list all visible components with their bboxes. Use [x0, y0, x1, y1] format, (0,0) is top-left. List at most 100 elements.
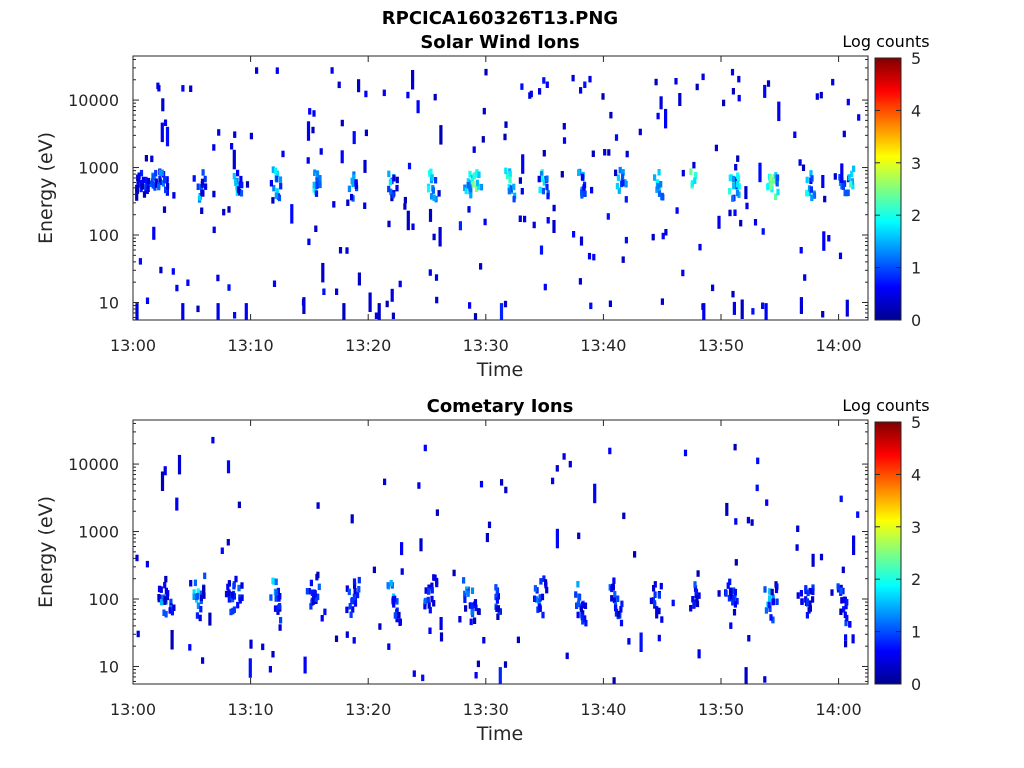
spectrogram-pixel — [849, 181, 853, 188]
spectrogram-pixel — [423, 444, 427, 452]
spectrogram-pixel — [495, 605, 499, 612]
spectrogram-pixel — [400, 542, 404, 556]
spectrogram-pixel — [227, 284, 231, 291]
spectrogram-pixel — [621, 169, 625, 176]
spectrogram-pixel — [805, 189, 809, 197]
spectrogram-pixel — [145, 560, 149, 568]
spectrogram-pixel — [625, 150, 629, 158]
spectrogram-pixel — [390, 288, 394, 302]
spectrogram-pixel — [571, 74, 575, 82]
spectrogram-pixel — [733, 601, 737, 608]
spectrogram-pixel — [562, 453, 566, 460]
spectrogram-pixel — [536, 606, 540, 613]
spectrogram-pixel — [279, 182, 283, 190]
spectrogram-pixel — [552, 204, 556, 212]
spectrogram-pixel — [278, 603, 282, 610]
spectrogram-pixel — [353, 588, 357, 595]
spectrogram-pixel — [555, 465, 559, 472]
spectrogram-pixel — [322, 288, 326, 295]
spectrogram-event — [439, 632, 444, 642]
spectrogram-pixel — [580, 613, 584, 621]
spectrogram-pixel — [391, 191, 395, 199]
spectrogram-pixel — [507, 187, 511, 195]
spectrogram-pixel — [724, 590, 728, 597]
spectrogram-pixel — [363, 202, 367, 209]
spectrogram-event — [342, 303, 346, 320]
spectrogram-pixel — [466, 182, 470, 189]
spectrogram-pixel — [268, 666, 272, 673]
spectrogram-pixel — [651, 233, 655, 241]
spectrogram-pixel — [235, 183, 239, 191]
spectrogram-pixel — [269, 594, 273, 601]
spectrogram-pixel — [274, 594, 279, 602]
spectrogram-pixel — [159, 586, 163, 593]
spectrogram-pixel — [621, 179, 625, 187]
x-tick-label: 13:00 — [110, 700, 156, 719]
spectrogram-pixel — [693, 172, 698, 180]
spectrogram-pixel — [196, 183, 200, 190]
spectrogram-pixel — [508, 170, 512, 178]
spectrogram-pixel — [352, 637, 356, 644]
spectrogram-pixel — [619, 606, 623, 613]
spectrogram-pixel — [542, 179, 546, 186]
spectrogram-pixel — [809, 170, 813, 177]
spectrogram-pixel — [552, 220, 556, 233]
spectrogram-pixel — [805, 598, 809, 605]
spectrogram-pixel — [798, 159, 802, 166]
spectrogram-pixel — [226, 583, 230, 591]
spectrogram-pixel — [664, 108, 668, 129]
spectrogram-pixel — [591, 150, 595, 157]
spectrogram-pixel — [839, 608, 843, 615]
spectrogram-pixel — [671, 599, 675, 607]
spectrogram-pixel — [841, 183, 845, 190]
spectrogram-pixel — [476, 183, 481, 191]
spectrogram-pixel — [769, 614, 773, 621]
spectrogram-pixel — [857, 114, 861, 121]
spectrogram-pixel — [545, 183, 549, 191]
spectrogram-pixel — [761, 302, 765, 309]
spectrogram-pixel — [810, 175, 814, 182]
spectrogram-pixel — [188, 644, 192, 651]
spectrogram-pixel — [195, 593, 199, 601]
spectrogram-pixel — [261, 643, 265, 651]
spectrogram-pixel — [430, 595, 434, 603]
spectrogram-pixel — [767, 601, 771, 609]
spectrogram-pixel — [161, 180, 165, 187]
spectrogram-pixel — [810, 194, 814, 202]
spectrogram-pixel — [164, 575, 168, 583]
y-tick-label: 100 — [88, 226, 119, 245]
spectrogram-pixel — [316, 571, 320, 579]
spectrogram-pixel — [580, 601, 584, 609]
spectrogram-pixel — [771, 616, 775, 623]
spectrogram-pixel — [545, 586, 549, 594]
spectrogram-pixel — [503, 661, 508, 668]
spectrogram-pixel — [581, 610, 585, 617]
spectrogram-pixel — [271, 166, 275, 173]
spectrogram-pixel — [560, 171, 564, 178]
spectrogram-pixel — [397, 611, 401, 619]
spectrogram-pixel — [208, 612, 212, 626]
spectrogram-pixel — [732, 587, 736, 594]
spectrogram-pixel — [735, 181, 739, 188]
spectrogram-pixel — [764, 607, 768, 614]
spectrogram-pixel — [232, 149, 236, 170]
spectrogram-pixel — [166, 183, 170, 190]
spectrogram-pixel — [216, 274, 220, 282]
spectrogram-pixel — [382, 89, 386, 97]
spectrogram-pixel — [201, 190, 205, 197]
spectrogram-pixel — [255, 67, 259, 74]
spectrogram-pixel — [624, 196, 628, 203]
spectrogram-pixel — [821, 175, 825, 188]
spectrogram-pixel — [435, 580, 439, 588]
spectrogram-pixel — [496, 593, 500, 600]
spectrogram-pixel — [135, 554, 139, 562]
spectrogram-pixel — [423, 602, 427, 610]
spectrogram-pixel — [427, 602, 431, 609]
spectrogram-pixel — [576, 600, 580, 608]
spectrogram-pixel — [467, 206, 471, 213]
spectrogram-pixel — [494, 593, 498, 601]
spectrogram-pixel — [732, 301, 736, 315]
spectrogram-pixel — [696, 570, 700, 577]
spectrogram-pixel — [320, 615, 324, 622]
spectrogram-pixel — [356, 591, 360, 599]
